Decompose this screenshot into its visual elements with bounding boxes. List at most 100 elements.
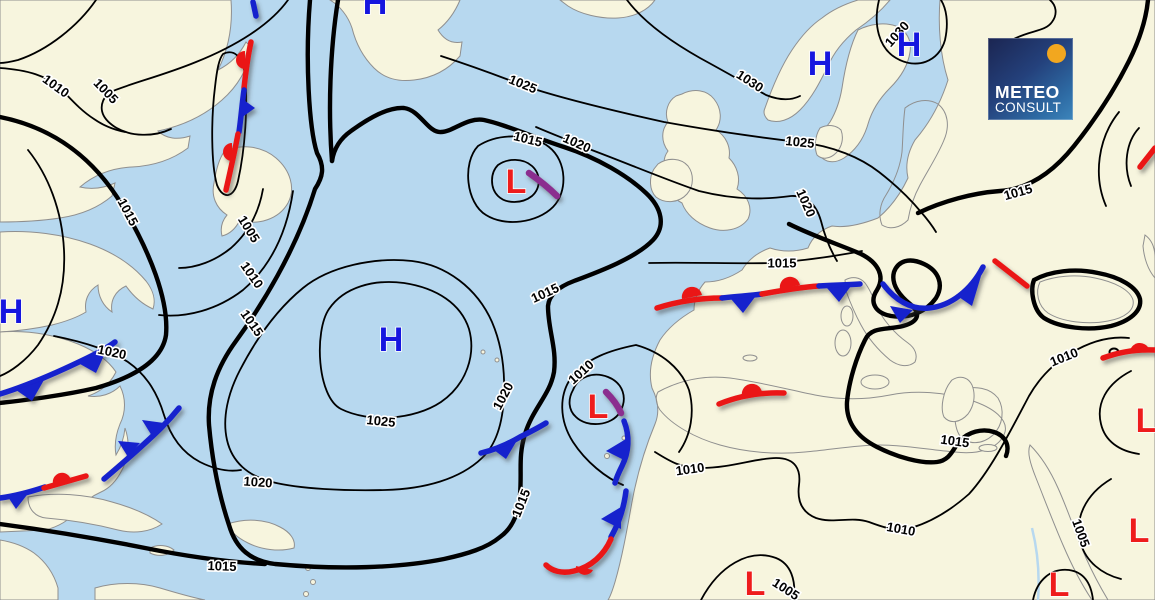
high-pressure-symbol: H <box>0 293 23 331</box>
isobar <box>491 158 540 203</box>
logo-line1: METEO <box>995 82 1060 102</box>
land-hispaniola <box>227 519 295 551</box>
high-pressure-symbol: H <box>379 321 404 359</box>
right-edge-warm-front <box>1137 145 1155 170</box>
isobar <box>700 554 796 600</box>
isobar <box>0 149 66 377</box>
sea-red-sea <box>1028 444 1109 600</box>
iberia-france-stationary-front <box>654 276 863 313</box>
sea-baltic <box>879 100 948 229</box>
isobar <box>0 0 97 64</box>
land-italy <box>844 277 917 367</box>
low-pressure-symbol: L <box>745 565 766 600</box>
land-nova-scotia-maine <box>0 231 155 333</box>
high-pressure-symbol: H <box>363 0 388 22</box>
isobar <box>440 55 937 233</box>
sea-black-sea <box>1037 275 1134 324</box>
land-cuba <box>27 493 163 533</box>
land-central-america <box>0 539 59 600</box>
island-antilles-3 <box>303 591 309 597</box>
high-pressure-symbol: H <box>808 45 833 83</box>
isobar-label: 1015 <box>207 558 236 574</box>
river-nile <box>1030 527 1040 600</box>
island-balearics <box>742 354 758 362</box>
black-sea-warm-front <box>992 258 1030 289</box>
isobar <box>1077 478 1122 580</box>
isobar <box>319 281 473 419</box>
low-pressure-symbol: L <box>588 388 609 426</box>
fronts <box>0 0 1155 575</box>
caspian-warm-front <box>1100 342 1155 361</box>
isobar-1015-thick <box>206 0 663 570</box>
isobar-blacksea-ring <box>1030 268 1143 331</box>
isobar-greenland-coast <box>327 0 341 164</box>
isobar <box>561 344 693 486</box>
land-sweden <box>819 23 911 163</box>
isobar <box>654 336 1130 531</box>
isobar-label: 1010 <box>675 460 706 479</box>
isobar-1015-thick <box>0 521 268 567</box>
isobar <box>1032 568 1094 600</box>
isobar-label: 1010 <box>885 519 916 539</box>
isobar <box>178 188 264 269</box>
island-canary-1 <box>604 453 610 459</box>
island-sicily <box>860 374 890 390</box>
isobar <box>1097 111 1120 207</box>
mid-atlantic-cold-front <box>478 420 549 459</box>
island-antilles-2 <box>310 579 316 585</box>
isobar-1015-thick <box>0 114 169 406</box>
isobar <box>0 67 126 133</box>
isobar <box>53 335 242 472</box>
isobar-label: 1020 <box>243 474 273 491</box>
isobar <box>467 135 565 223</box>
low-pressure-symbol: L <box>506 163 527 201</box>
cuba-stationary-front <box>0 472 89 509</box>
isobar <box>1125 127 1140 187</box>
mauritania-cold-front <box>601 488 629 540</box>
isobar-label: 1025 <box>366 412 396 430</box>
land-norway <box>763 0 891 123</box>
low-pressure-symbol: L <box>1129 512 1150 550</box>
mauritania-warm-front <box>543 536 614 575</box>
island-corsica <box>840 305 854 327</box>
isobar-label: 1025 <box>785 133 815 151</box>
meteo-consult-logo: METEO CONSULT <box>988 38 1073 120</box>
land-greece <box>941 376 975 422</box>
high-pressure-symbol: H <box>897 26 922 64</box>
land-south-america <box>94 583 206 600</box>
low-pressure-symbol: L <box>1049 566 1070 600</box>
us-east-coast-cold-front <box>0 339 118 401</box>
isobar <box>648 250 863 265</box>
isobar <box>100 0 289 136</box>
isobar <box>1098 370 1140 455</box>
island-sardinia <box>834 329 852 357</box>
isobar <box>535 126 838 262</box>
isobar <box>875 0 948 65</box>
sea-aegean <box>954 387 1003 444</box>
isobar-label: 1015 <box>768 256 797 271</box>
isobars-thick <box>0 0 1151 570</box>
newfoundland-front <box>223 0 259 193</box>
bahamas-cold-front <box>101 405 182 482</box>
algeria-warm-front <box>716 383 787 407</box>
iceland-low-occlusion <box>525 169 561 200</box>
isobar-1015-thick <box>915 0 1151 216</box>
isobar <box>158 190 294 317</box>
isobar <box>626 0 801 101</box>
isobar <box>1011 0 1057 41</box>
land-greenland <box>329 0 463 81</box>
canaries-cold-front <box>606 418 631 486</box>
isobar <box>224 259 506 492</box>
balkans-cold-front <box>880 264 986 323</box>
morocco-occlusion <box>602 388 625 417</box>
island-crete <box>978 444 998 452</box>
sea-caspian <box>1142 234 1155 279</box>
isobar-label: 1015 <box>940 432 971 451</box>
sun-icon <box>1047 44 1066 63</box>
island-azores-1 <box>480 349 486 355</box>
island-azores-2 <box>494 357 500 363</box>
